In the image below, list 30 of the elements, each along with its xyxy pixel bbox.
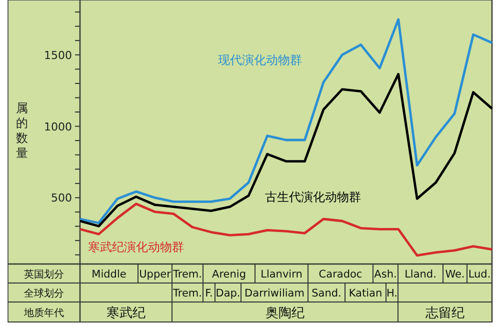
table-cell: 志留纪 xyxy=(426,306,464,321)
table-cell: 奥陶纪 xyxy=(266,306,304,321)
table-cell: Sand. xyxy=(312,288,342,300)
table-cell: Dap. xyxy=(216,288,240,300)
table-cell: Middle xyxy=(92,268,126,280)
table-cell: Arenig xyxy=(212,268,246,280)
ytick: 500 xyxy=(51,192,72,205)
table-cell: Trem. xyxy=(173,268,202,280)
series-label: 寒武纪演化动物群 xyxy=(88,240,184,254)
table-cell: 全球划分 xyxy=(24,288,64,300)
table-cell: Katian xyxy=(348,288,382,300)
table-cell: We. xyxy=(445,268,465,280)
table-cell: 英国划分 xyxy=(24,270,64,280)
ytick: 1000 xyxy=(44,120,72,134)
table-cell: Llanvirn xyxy=(260,268,302,280)
series-label: 古生代演化动物群 xyxy=(265,190,361,204)
table-cell: H. xyxy=(386,288,398,300)
series-label: 现代演化动物群 xyxy=(218,53,302,67)
ylabel: 属的数量 xyxy=(16,101,28,160)
table-cell: 寒武纪 xyxy=(106,306,146,321)
table-cell: 地质年代 xyxy=(24,308,64,319)
table-cell: F. xyxy=(205,288,213,300)
table-cell: Trem. xyxy=(173,288,202,300)
ytick: 1500 xyxy=(44,48,72,62)
table-cell: Ash. xyxy=(374,268,397,280)
table-cell: Darriwiliam xyxy=(244,288,304,300)
table-cell: Caradoc xyxy=(318,268,362,280)
table-cell: Lland. xyxy=(404,268,436,280)
table-cell: Lud. xyxy=(468,268,491,280)
table-cell: Upper xyxy=(139,268,171,280)
